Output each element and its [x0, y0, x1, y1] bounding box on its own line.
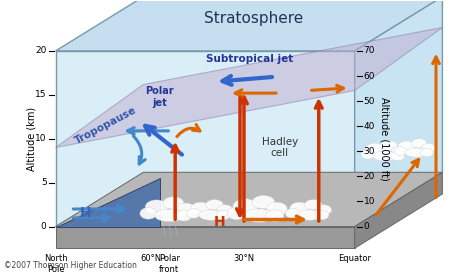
- Ellipse shape: [216, 210, 230, 220]
- Text: Altitude (1000 ft): Altitude (1000 ft): [380, 97, 390, 181]
- Text: 0: 0: [41, 222, 46, 231]
- Ellipse shape: [163, 197, 184, 209]
- Text: 30°N: 30°N: [233, 254, 255, 263]
- Text: 70: 70: [364, 47, 375, 56]
- Ellipse shape: [227, 207, 246, 220]
- Ellipse shape: [305, 199, 322, 210]
- Ellipse shape: [421, 143, 436, 153]
- Polygon shape: [55, 172, 442, 227]
- Polygon shape: [55, 51, 355, 227]
- Ellipse shape: [298, 210, 322, 220]
- Text: Altitude (km): Altitude (km): [27, 107, 36, 171]
- Ellipse shape: [206, 199, 223, 210]
- Ellipse shape: [398, 141, 415, 152]
- Ellipse shape: [140, 208, 156, 219]
- Ellipse shape: [267, 202, 287, 216]
- Ellipse shape: [392, 146, 407, 156]
- Text: 0: 0: [364, 222, 369, 231]
- Ellipse shape: [145, 200, 168, 214]
- Text: 10: 10: [364, 197, 375, 206]
- Ellipse shape: [233, 199, 258, 215]
- Text: Equator: Equator: [338, 254, 371, 263]
- Ellipse shape: [285, 208, 299, 218]
- Text: 20: 20: [364, 172, 375, 181]
- Text: 60: 60: [364, 72, 375, 81]
- Polygon shape: [55, 227, 355, 248]
- Text: Hadley
cell: Hadley cell: [262, 137, 298, 158]
- Text: 10: 10: [35, 134, 46, 143]
- Ellipse shape: [217, 205, 233, 215]
- Ellipse shape: [243, 209, 275, 222]
- Text: 15: 15: [35, 90, 46, 99]
- Text: H: H: [214, 215, 226, 229]
- Text: 20: 20: [35, 47, 46, 56]
- Ellipse shape: [175, 210, 192, 221]
- Text: 40: 40: [364, 122, 375, 131]
- Text: Stratosphere: Stratosphere: [204, 11, 303, 27]
- Ellipse shape: [380, 141, 398, 151]
- Ellipse shape: [361, 150, 375, 159]
- Text: Polar
front: Polar front: [159, 254, 180, 273]
- Polygon shape: [55, 178, 160, 227]
- Ellipse shape: [266, 210, 284, 222]
- Ellipse shape: [421, 148, 433, 157]
- Ellipse shape: [316, 205, 332, 215]
- Text: 5: 5: [41, 178, 46, 187]
- Ellipse shape: [411, 139, 427, 148]
- Ellipse shape: [391, 151, 404, 161]
- Ellipse shape: [176, 203, 195, 215]
- Ellipse shape: [315, 210, 329, 220]
- Polygon shape: [355, 0, 442, 227]
- Polygon shape: [355, 172, 442, 248]
- Ellipse shape: [191, 202, 210, 214]
- Text: Polar
jet: Polar jet: [145, 86, 173, 108]
- Polygon shape: [55, 27, 442, 148]
- Text: 60°N: 60°N: [141, 254, 162, 263]
- Ellipse shape: [252, 195, 275, 209]
- Ellipse shape: [290, 202, 309, 214]
- Text: H: H: [80, 206, 91, 220]
- Text: North
Pole: North Pole: [44, 254, 67, 273]
- Text: ©2007 Thomson Higher Education: ©2007 Thomson Higher Education: [4, 261, 137, 270]
- Ellipse shape: [187, 208, 201, 218]
- Ellipse shape: [155, 209, 184, 222]
- Ellipse shape: [394, 147, 407, 155]
- Ellipse shape: [365, 143, 384, 155]
- Text: 30: 30: [364, 147, 375, 156]
- Ellipse shape: [373, 151, 398, 161]
- Text: 50: 50: [364, 97, 375, 106]
- Text: Tropopause: Tropopause: [73, 105, 139, 146]
- Polygon shape: [55, 0, 442, 51]
- Ellipse shape: [199, 210, 223, 220]
- Text: Subtropical jet: Subtropical jet: [206, 54, 293, 64]
- Ellipse shape: [405, 148, 427, 157]
